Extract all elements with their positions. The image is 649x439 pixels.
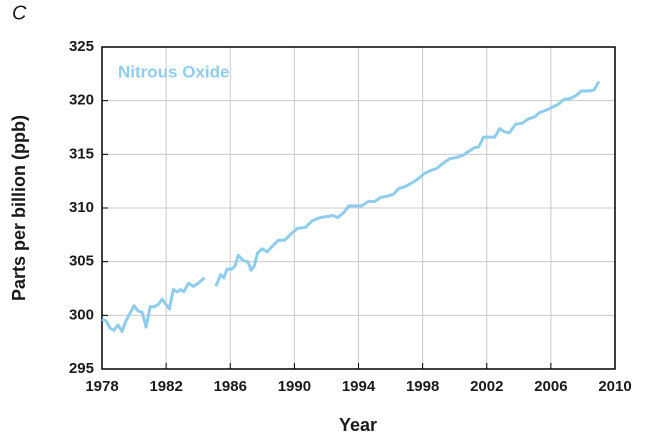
x-tick-label: 1978	[85, 378, 118, 395]
panel-label: C	[12, 2, 27, 24]
x-tick-label: 1998	[406, 378, 439, 395]
x-tick-label: 2006	[534, 378, 567, 395]
x-axis-label: Year	[339, 415, 377, 435]
y-tick-label: 315	[69, 145, 94, 162]
x-tick-label: 2002	[470, 378, 503, 395]
annotation: Nitrous Oxide	[118, 62, 229, 81]
x-tick-label: 1986	[214, 378, 247, 395]
y-tick-label: 300	[69, 306, 94, 323]
y-tick-label: 320	[69, 92, 94, 109]
y-axis-label: Parts per billion (ppb)	[9, 115, 29, 301]
data-line	[101, 80, 601, 333]
y-tick-label: 325	[69, 38, 94, 55]
y-tick-label: 305	[69, 253, 94, 270]
y-tick-label: 295	[69, 360, 94, 377]
plot-frame	[101, 46, 616, 370]
x-tick-label: 1982	[149, 378, 182, 395]
x-tick-label: 1990	[278, 378, 311, 395]
x-tick-label: 2010	[598, 378, 631, 395]
x-tick-label: 1994	[342, 378, 376, 395]
y-tick-label: 310	[69, 199, 94, 216]
